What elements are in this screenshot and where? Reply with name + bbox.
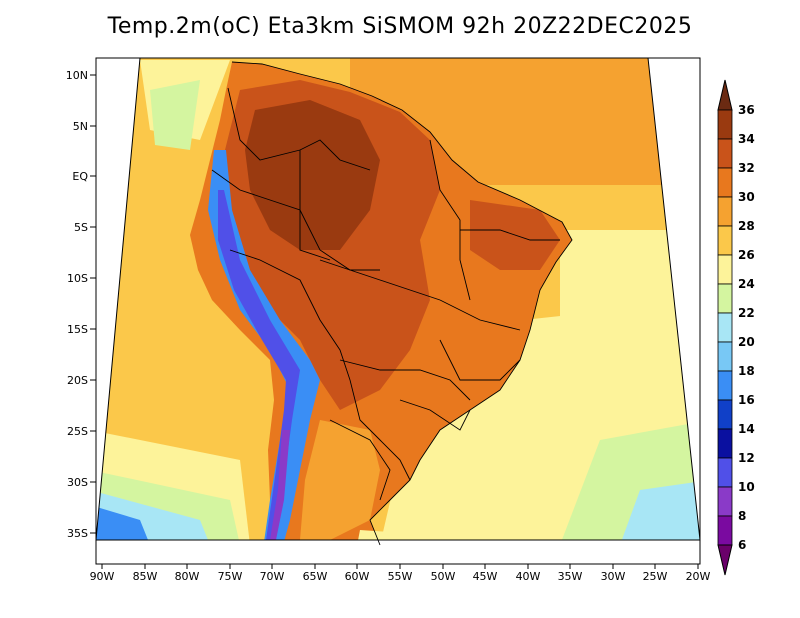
lon-label: 45W xyxy=(473,570,498,583)
colorbar-label: 12 xyxy=(738,451,755,465)
lat-label: EQ xyxy=(72,170,88,183)
lon-label: 30W xyxy=(601,570,626,583)
andes-top xyxy=(270,430,290,540)
land-very-hot xyxy=(245,100,380,250)
colorbar-arrow-top xyxy=(717,79,733,111)
lat-axis: 10N 5N EQ 5S 10S 15S 20S 25S 30S 35S xyxy=(66,69,96,540)
colorbar xyxy=(717,79,733,576)
lat-label: 20S xyxy=(67,374,88,387)
andes-peak xyxy=(218,190,300,540)
colorbar-label: 24 xyxy=(738,277,755,291)
ocean-coldest-sw xyxy=(96,505,150,540)
colorbar-label: 16 xyxy=(738,393,755,407)
lon-label: 20W xyxy=(686,570,711,583)
colorbar-band xyxy=(717,399,733,430)
lon-label: 50W xyxy=(431,570,456,583)
lon-label: 90W xyxy=(90,570,115,583)
lat-label: 5N xyxy=(73,120,88,133)
colorbar-label: 36 xyxy=(738,103,755,117)
lat-label: 30S xyxy=(67,476,88,489)
lat-label: 25S xyxy=(67,425,88,438)
colorbar-label: 6 xyxy=(738,538,746,552)
colorbar-band xyxy=(717,515,733,546)
colorbar-label: 14 xyxy=(738,422,755,436)
map-title: Temp.2m(oC) Eta3km SiSMOM 92h 20Z22DEC20… xyxy=(107,14,693,39)
land-mild-south xyxy=(300,420,380,540)
ocean-cold-se xyxy=(620,480,700,540)
colorbar-label: 10 xyxy=(738,480,755,494)
colorbar-band xyxy=(717,341,733,372)
colorbar-label: 28 xyxy=(738,219,755,233)
colorbar-labels: 36 34 32 30 28 26 24 22 20 18 16 14 12 1… xyxy=(738,103,755,552)
lon-label: 25W xyxy=(643,570,668,583)
colorbar-band xyxy=(717,457,733,488)
lon-label: 80W xyxy=(175,570,200,583)
country-borders xyxy=(211,61,573,546)
lon-label: 40W xyxy=(516,570,541,583)
colorbar-band xyxy=(717,428,733,459)
colorbar-label: 26 xyxy=(738,248,755,262)
plot-frame xyxy=(95,57,701,565)
lon-label: 55W xyxy=(388,570,413,583)
lat-label: 10S xyxy=(67,272,88,285)
lon-label: 35W xyxy=(558,570,583,583)
colorbar-band xyxy=(717,370,733,401)
colorbar-label: 8 xyxy=(738,509,746,523)
colorbar-band xyxy=(717,486,733,517)
lat-label: 10N xyxy=(66,69,88,82)
lon-label: 85W xyxy=(133,570,158,583)
colorbar-band xyxy=(717,254,733,285)
lat-label: 5S xyxy=(74,221,88,234)
lon-label: 60W xyxy=(345,570,370,583)
colorbar-label: 18 xyxy=(738,364,755,378)
lat-label: 15S xyxy=(67,323,88,336)
lon-label: 65W xyxy=(303,570,328,583)
colorbar-band xyxy=(717,225,733,256)
ocean-cool-pacific xyxy=(150,80,200,150)
colorbar-band xyxy=(717,138,733,169)
colorbar-band xyxy=(717,109,733,140)
colorbar-label: 22 xyxy=(738,306,755,320)
colorbar-label: 34 xyxy=(738,132,755,146)
colorbar-arrow-bottom xyxy=(717,544,733,576)
colorbar-band xyxy=(717,312,733,343)
map-domain xyxy=(96,58,700,556)
patagonia-ocean xyxy=(208,546,244,556)
colorbar-label: 32 xyxy=(738,161,755,175)
colorbar-band xyxy=(717,283,733,314)
colorbar-label: 20 xyxy=(738,335,755,349)
colorbar-label: 30 xyxy=(738,190,755,204)
colorbar-band xyxy=(717,196,733,227)
colorbar-band xyxy=(717,167,733,198)
lon-axis: 90W 85W 80W 75W 70W 65W 60W 55W 50W 45W … xyxy=(90,564,711,583)
lon-label: 75W xyxy=(218,570,243,583)
south-bay xyxy=(355,530,390,540)
lat-label: 35S xyxy=(67,527,88,540)
lon-label: 70W xyxy=(260,570,285,583)
